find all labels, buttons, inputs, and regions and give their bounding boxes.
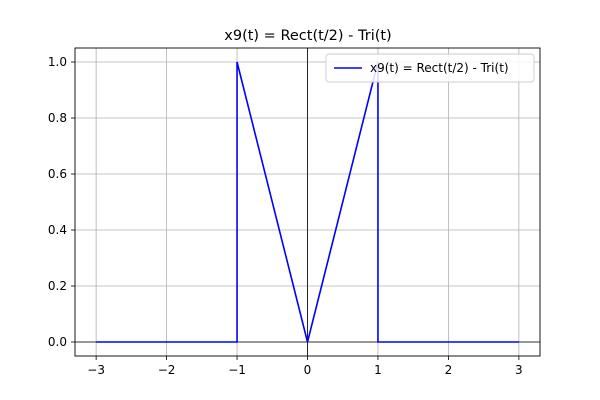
- legend: x9(t) = Rect(t/2) - Tri(t): [325, 53, 535, 83]
- y-tick-label: 0.8: [48, 111, 67, 125]
- y-tick-label: 0.6: [48, 167, 67, 181]
- x-tick-label: 2: [445, 363, 453, 377]
- plot-area: −3 −2 −1 0 1 2 3 0.0 0.2 0.4 0.6 0.8 1.0: [48, 47, 541, 377]
- series-line: [96, 61, 519, 343]
- x-tick-label: 1: [374, 363, 382, 377]
- y-tick-label: 0.4: [48, 223, 67, 237]
- x-tick-label: 3: [515, 363, 523, 377]
- x-tick-label: −3: [87, 363, 105, 377]
- y-tick-label: 0.2: [48, 279, 67, 293]
- chart-title: x9(t) = Rect(t/2) - Tri(t): [224, 28, 391, 44]
- x-tick-label: −1: [228, 363, 246, 377]
- y-tick-label: 0.0: [48, 335, 67, 349]
- x-tick-label: 0: [304, 363, 312, 377]
- x-tick-label: −2: [158, 363, 176, 377]
- legend-box: [325, 53, 535, 83]
- legend-label: x9(t) = Rect(t/2) - Tri(t): [370, 61, 509, 75]
- y-tick-label: 1.0: [48, 55, 67, 69]
